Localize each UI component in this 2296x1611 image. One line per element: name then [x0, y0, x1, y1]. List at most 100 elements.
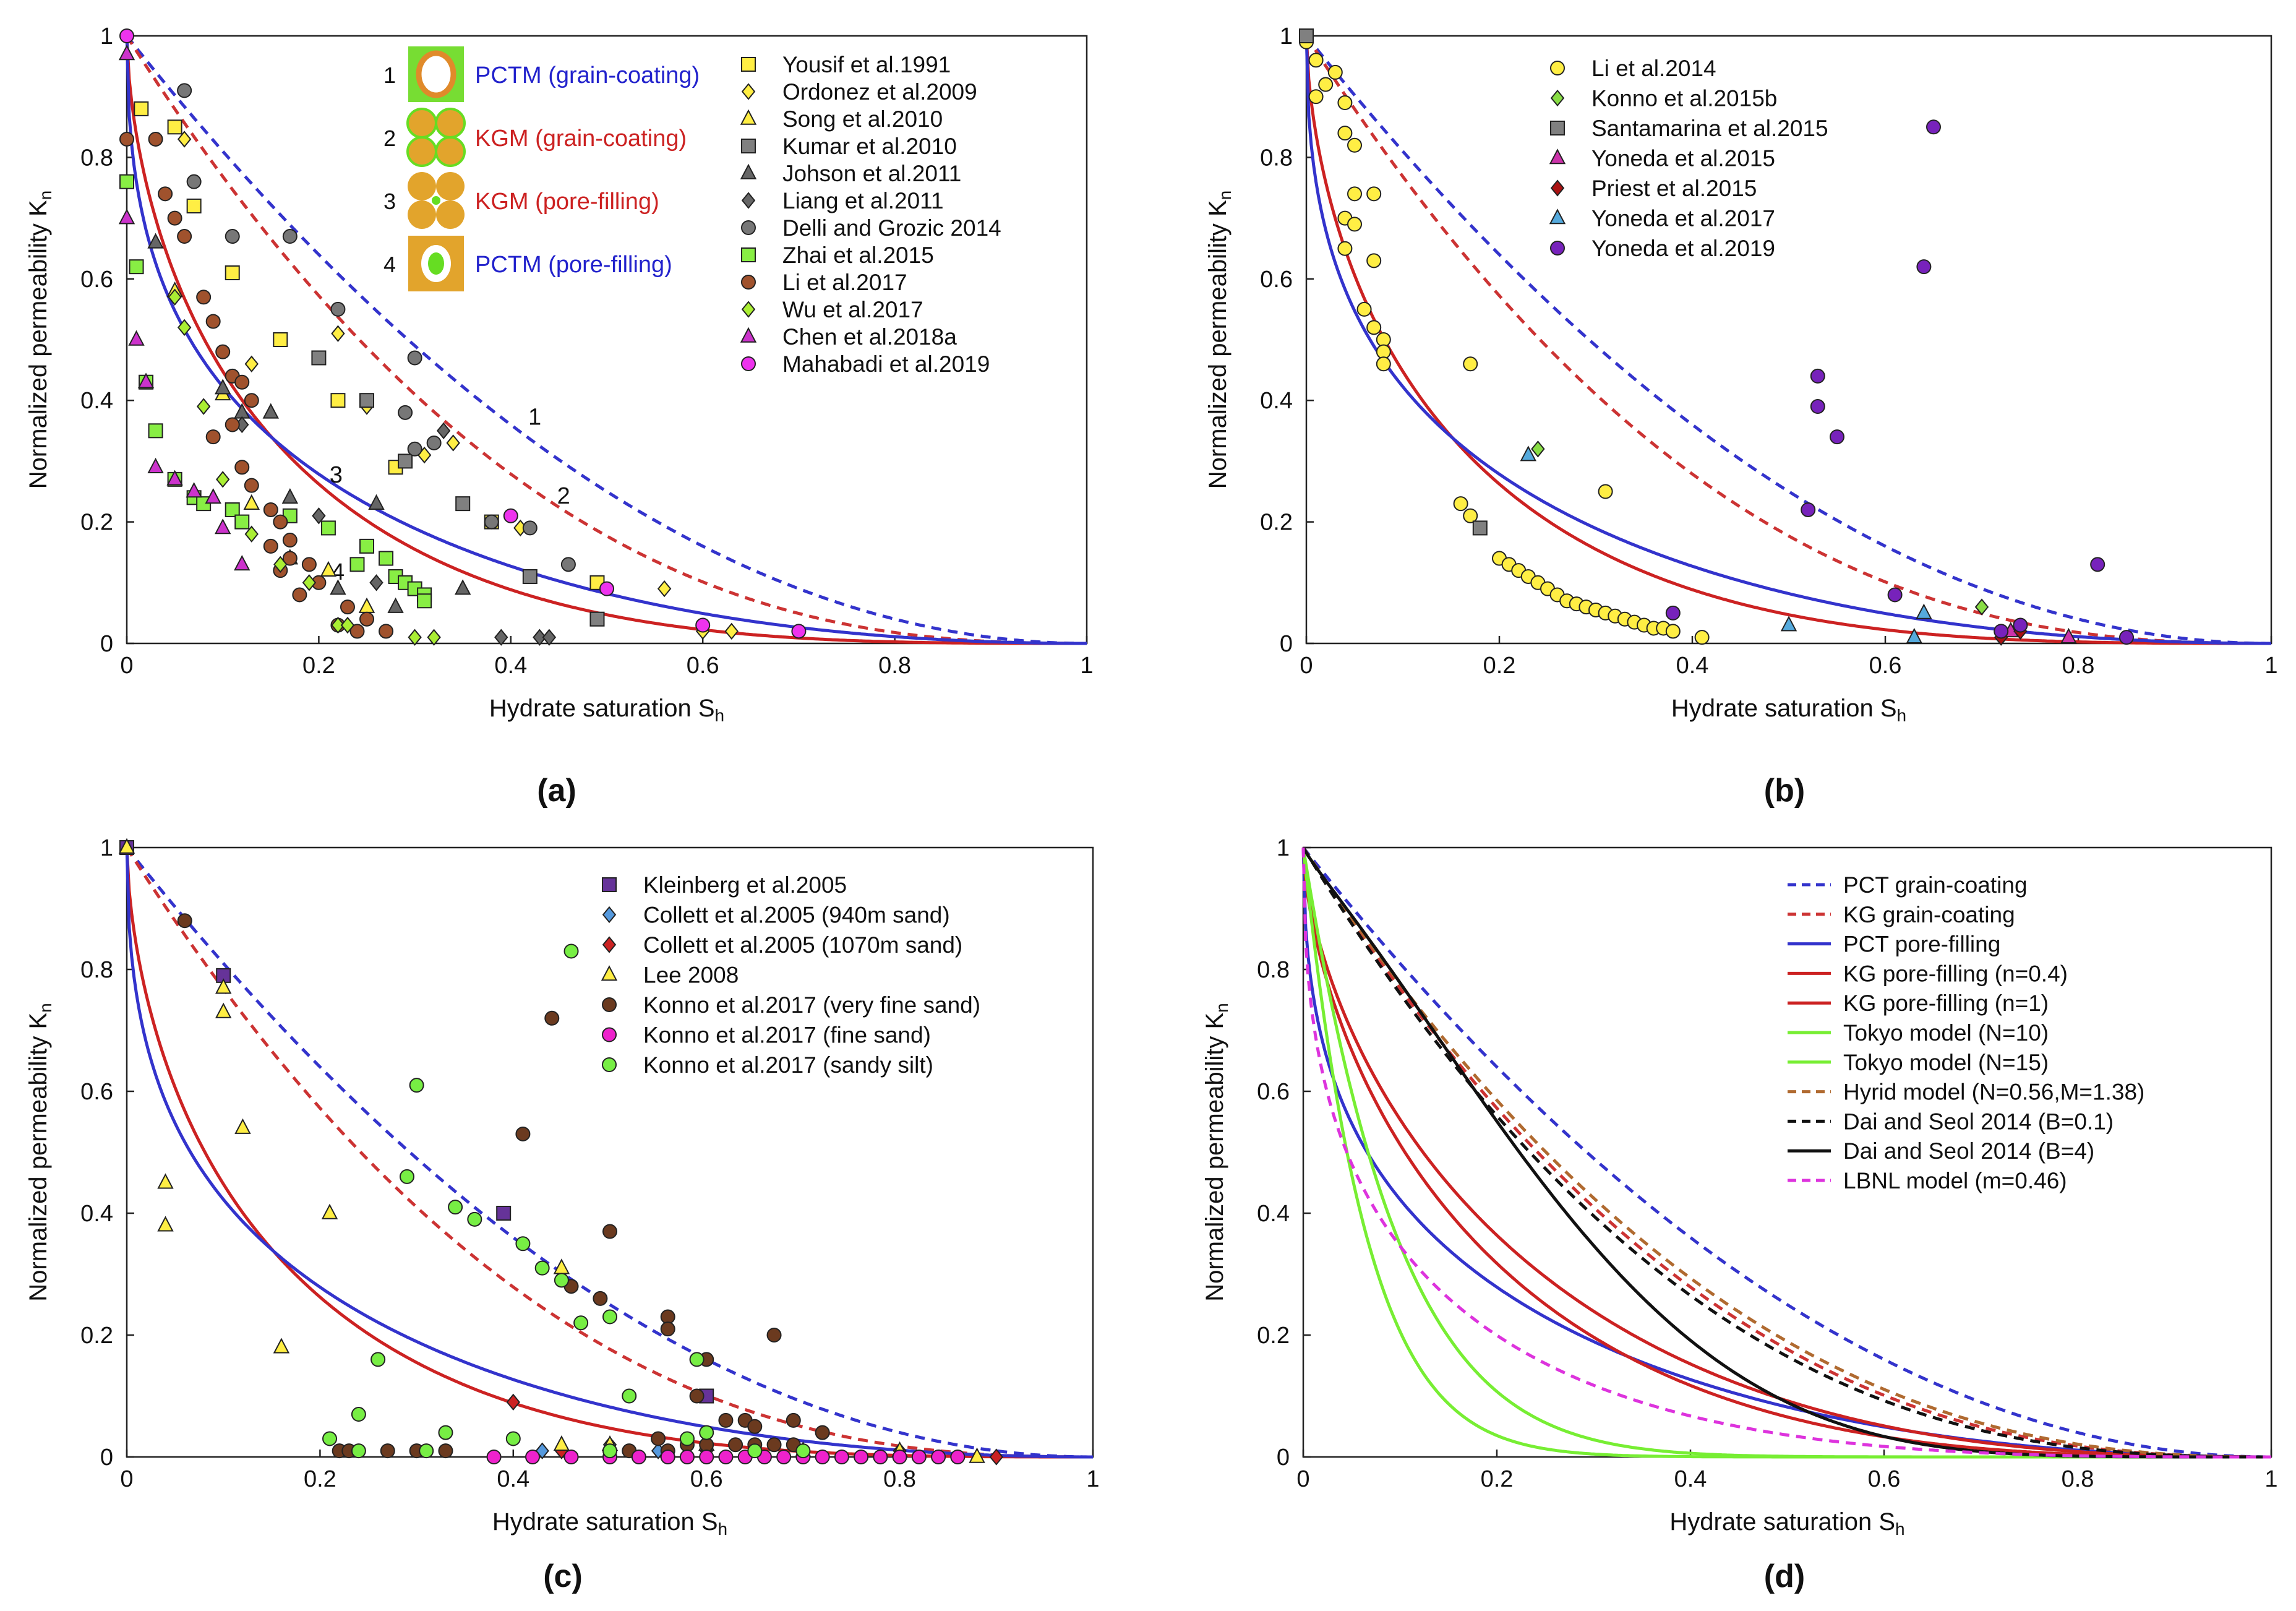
data-point	[119, 28, 134, 43]
x-axis-label: Hydrate saturation Sh	[1669, 1508, 1904, 1539]
model-curve	[1301, 846, 2271, 1459]
data-point	[563, 1450, 579, 1464]
legend-label: Johson et al.2011	[782, 161, 961, 186]
data-point	[1531, 440, 1545, 458]
x-tick-label: 1	[1086, 1466, 1099, 1492]
y-tick-label: 0.6	[80, 267, 113, 293]
data-point	[417, 593, 432, 609]
data-point	[522, 569, 538, 584]
data-point	[525, 1450, 541, 1464]
data-point	[989, 1448, 1003, 1466]
model-curve	[125, 35, 1087, 645]
data-point	[158, 186, 173, 202]
kgm-pore-filling-icon	[436, 200, 465, 229]
data-point	[560, 557, 576, 572]
data-point	[351, 1443, 366, 1459]
series	[1299, 28, 1488, 536]
data-point	[234, 460, 250, 475]
model-curve	[1304, 35, 2271, 645]
panel-c: 0 0.2 0.4 0.6 0.8 1 0 0.2 0.4 0.6 0.8 1 Hydrate satu…	[25, 835, 1100, 1594]
x-tick-label: 0.4	[1674, 1466, 1707, 1492]
data-point	[718, 1412, 734, 1428]
y-tick-label: 0	[100, 631, 113, 657]
x-axis-label: Hydrate saturation Sh	[489, 695, 724, 725]
data-point	[281, 488, 299, 504]
data-point	[969, 1447, 985, 1463]
data-point	[766, 1328, 782, 1342]
data-point	[1366, 186, 1382, 202]
kgm-grain-coating-icon	[435, 136, 466, 167]
series	[119, 840, 714, 1404]
data-point	[263, 502, 278, 517]
data-point	[215, 1002, 232, 1018]
model-curve	[125, 846, 1093, 1459]
data-point	[602, 1309, 617, 1325]
data-point	[118, 208, 135, 225]
kgm-pore-filling-icon	[408, 200, 436, 229]
data-point	[349, 557, 365, 572]
data-point	[486, 1450, 502, 1464]
series	[119, 28, 807, 639]
data-point	[177, 319, 192, 337]
panel-caption: (d)	[1764, 1558, 1805, 1594]
x-tick-label: 0.4	[497, 1466, 529, 1492]
x-tick-label: 0.6	[687, 653, 719, 679]
curve-number-label: 3	[330, 462, 343, 488]
y-tick-label: 0.2	[1257, 1323, 1290, 1349]
data-point	[631, 1450, 646, 1464]
data-point	[660, 1321, 675, 1337]
y-tick-label: 1	[100, 835, 113, 861]
y-axis-label: Normalized permeability Kn	[25, 1003, 55, 1301]
x-tick-label: 0.8	[878, 653, 911, 679]
x-tick-label: 1	[1080, 653, 1093, 679]
data-point	[602, 997, 617, 1012]
data-point	[147, 233, 164, 249]
data-point	[503, 508, 518, 523]
legend-label: Tokyo model (N=15)	[1843, 1050, 2049, 1075]
data-point	[602, 906, 617, 924]
data-point	[506, 1393, 520, 1411]
data-point	[409, 1078, 424, 1093]
data-point	[533, 629, 547, 646]
data-point	[657, 580, 672, 598]
model-curve	[1301, 847, 2271, 1459]
data-point	[1665, 605, 1681, 621]
data-point	[911, 1450, 927, 1464]
x-tick-label: 1	[2264, 653, 2277, 679]
y-axis-label-sub: n	[36, 1003, 55, 1013]
data-point	[129, 259, 144, 275]
data-point	[740, 327, 757, 343]
data-point	[1916, 259, 1932, 275]
data-point	[553, 1258, 570, 1274]
data-point	[359, 538, 374, 554]
data-point	[1926, 119, 1941, 135]
model-curve	[125, 35, 1087, 645]
data-point	[2060, 627, 2077, 643]
data-point	[186, 198, 202, 213]
data-point	[331, 616, 345, 634]
data-point	[602, 1057, 617, 1072]
data-point	[1549, 148, 1566, 165]
data-point	[177, 229, 192, 244]
data-point	[137, 372, 155, 389]
legend-label: Lee 2008	[643, 963, 739, 988]
data-point	[157, 1173, 174, 1189]
data-point	[593, 1291, 608, 1306]
data-point	[157, 1216, 174, 1232]
data-point	[119, 131, 134, 147]
y-tick-label: 0.4	[1257, 1201, 1290, 1227]
data-point	[718, 1450, 734, 1464]
data-point	[205, 314, 221, 329]
data-point	[371, 1352, 386, 1367]
data-point	[1356, 301, 1372, 317]
data-point	[496, 1206, 512, 1221]
data-point	[292, 587, 307, 603]
data-point	[225, 229, 240, 244]
data-point	[438, 1425, 453, 1440]
data-point	[776, 1450, 792, 1464]
x-axis-label-sub: h	[718, 1519, 728, 1539]
data-point	[225, 265, 240, 280]
data-point	[2119, 630, 2134, 645]
data-point	[1810, 368, 1825, 384]
data-point	[522, 520, 538, 536]
